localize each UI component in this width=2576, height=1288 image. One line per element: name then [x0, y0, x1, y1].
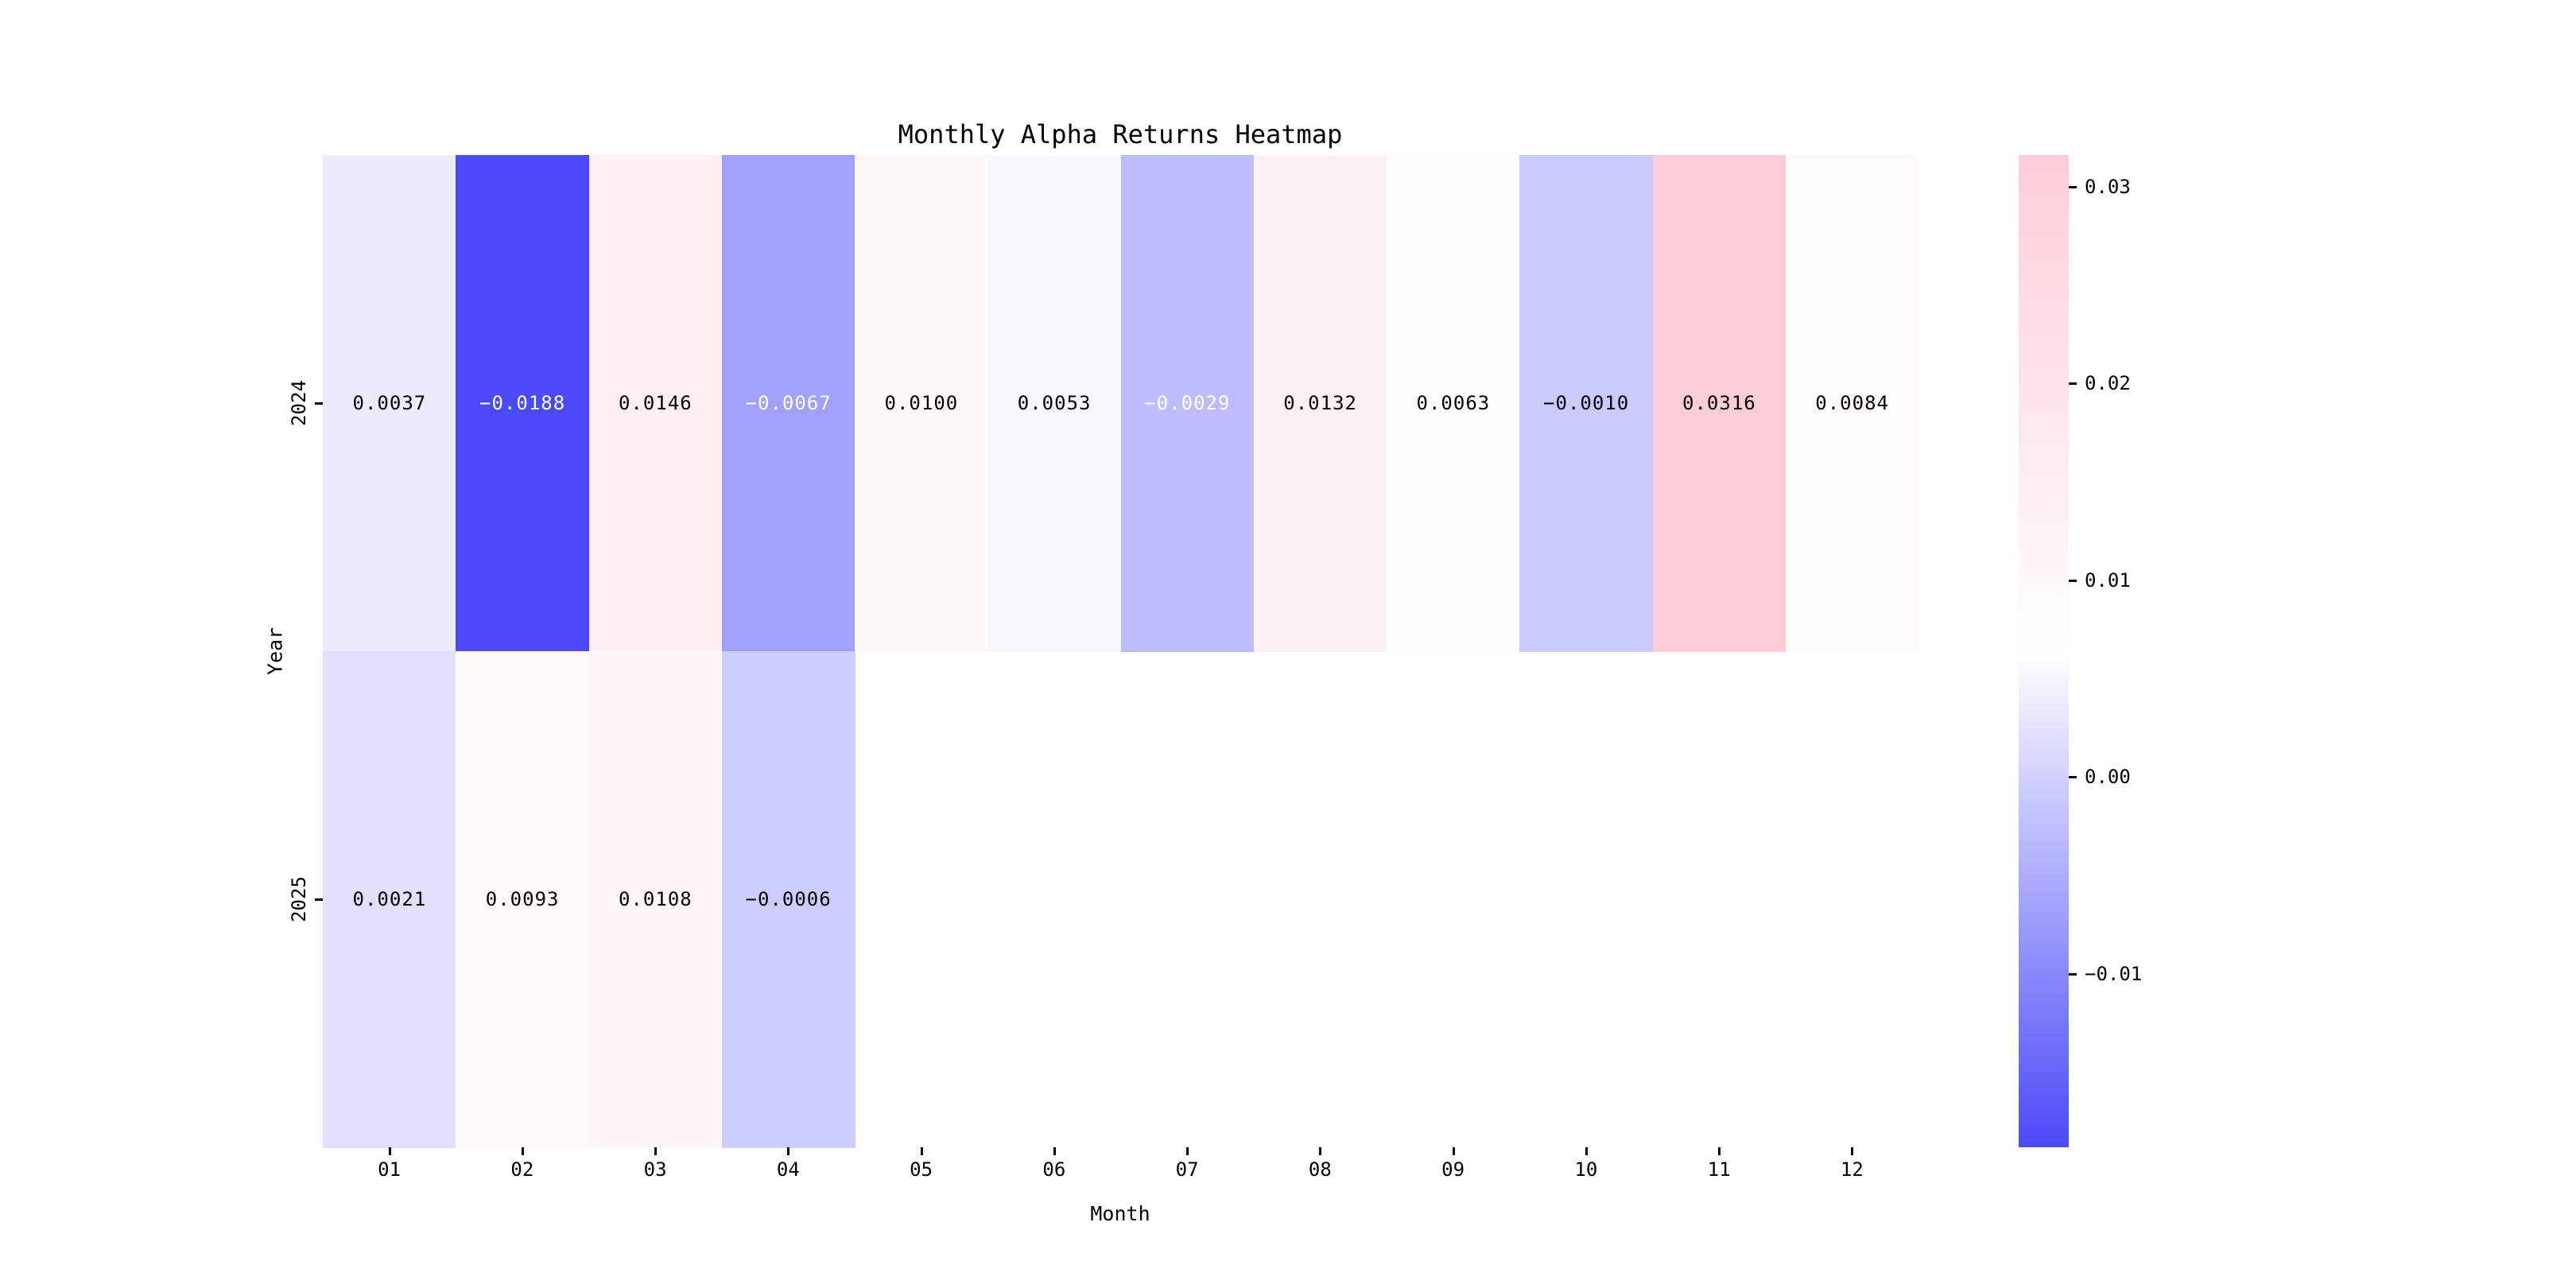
x-tick-mark	[654, 1147, 658, 1155]
heatmap-cell: −0.0006	[721, 651, 855, 1148]
heatmap-cell: 0.0021	[323, 651, 456, 1148]
x-tick-mark	[388, 1147, 391, 1155]
colorbar-tick-label: 0.03	[2085, 175, 2131, 198]
cell-value-annotation: −0.0188	[479, 392, 566, 415]
colorbar	[2019, 155, 2069, 1147]
x-tick-label: 03	[643, 1158, 667, 1181]
heatmap-cell: 0.0053	[987, 155, 1121, 652]
x-tick-label: 06	[1042, 1158, 1066, 1181]
heatmap-cell: 0.0146	[588, 155, 723, 652]
x-tick-label: 08	[1308, 1158, 1332, 1181]
cell-value-annotation: 0.0053	[1017, 392, 1092, 415]
cell-value-annotation: 0.0093	[485, 888, 560, 911]
cell-value-annotation: 0.0037	[352, 392, 427, 415]
colorbar-tick-label: 0.02	[2085, 372, 2131, 395]
x-tick-label: 10	[1574, 1158, 1598, 1181]
cell-value-annotation: 0.0146	[619, 392, 692, 415]
x-tick-mark	[1718, 1147, 1721, 1155]
chart-title: Monthly Alpha Returns Heatmap	[898, 119, 1343, 149]
cell-value-annotation: −0.0006	[745, 888, 832, 911]
heatmap-cell: −0.0188	[456, 155, 589, 652]
heatmap-cell: −0.0067	[721, 155, 855, 652]
heatmap-grid: 0.0037 −0.0188 0.0146 −0.0067 0.0100 0.0053 −0…	[323, 155, 1919, 1148]
x-tick-mark	[1053, 1147, 1056, 1155]
cell-value-annotation: 0.0108	[619, 888, 692, 911]
heatmap-cell: 0.0100	[855, 155, 988, 652]
colorbar-tick-mark	[2069, 185, 2077, 188]
cell-value-annotation: −0.0010	[1543, 392, 1630, 415]
cell-value-annotation: 0.0316	[1682, 392, 1756, 415]
heatmap-cell: 0.0093	[456, 651, 589, 1148]
cell-value-annotation: 0.0100	[884, 392, 959, 415]
cell-value-annotation: 0.0021	[352, 888, 427, 911]
colorbar-tick-label: 0.00	[2085, 766, 2131, 789]
x-tick-mark	[521, 1147, 524, 1155]
x-tick-label: 12	[1840, 1158, 1864, 1181]
x-tick-label: 09	[1441, 1158, 1465, 1181]
y-tick-label: 2025	[288, 876, 310, 922]
x-tick-label: 04	[776, 1158, 800, 1181]
heatmap-cell: −0.0010	[1519, 155, 1653, 652]
heatmap-cell: 0.0037	[323, 155, 456, 652]
colorbar-tick-mark	[2069, 973, 2077, 976]
x-tick-mark	[920, 1147, 923, 1155]
colorbar-tick-mark	[2069, 382, 2077, 386]
heatmap-cell: −0.0029	[1120, 155, 1255, 652]
colorbar-tick-label: 0.01	[2085, 568, 2131, 592]
colorbar-tick-mark	[2069, 776, 2077, 779]
x-tick-label: 05	[910, 1158, 933, 1181]
cell-value-annotation: −0.0067	[745, 392, 832, 415]
heatmap-cell: 0.0316	[1652, 155, 1787, 652]
y-tick-mark	[315, 402, 323, 405]
x-tick-label: 11	[1707, 1158, 1731, 1181]
colorbar-tick-label: −0.01	[2085, 963, 2143, 986]
heatmap-cell: 0.0108	[588, 651, 723, 1148]
x-tick-mark	[1851, 1147, 1854, 1155]
x-tick-mark	[1319, 1147, 1322, 1155]
x-tick-label: 07	[1175, 1158, 1199, 1181]
y-tick-mark	[315, 898, 323, 901]
heatmap-cell: 0.0084	[1785, 155, 1919, 652]
y-tick-label: 2024	[288, 380, 310, 426]
x-tick-label: 01	[378, 1158, 402, 1181]
heatmap-cell: 0.0063	[1387, 155, 1520, 652]
x-tick-mark	[1452, 1147, 1455, 1155]
cell-value-annotation: −0.0029	[1144, 392, 1231, 415]
cell-value-annotation: 0.0084	[1815, 392, 1889, 415]
cell-value-annotation: 0.0063	[1416, 392, 1491, 415]
x-tick-label: 02	[510, 1158, 534, 1181]
x-tick-mark	[787, 1147, 790, 1155]
y-axis-label: Year	[263, 627, 287, 676]
x-tick-mark	[1585, 1147, 1588, 1155]
x-axis-label: Month	[1090, 1202, 1150, 1225]
cell-value-annotation: 0.0132	[1283, 392, 1357, 415]
heatmap-cell: 0.0132	[1253, 155, 1387, 652]
x-tick-mark	[1186, 1147, 1189, 1155]
colorbar-tick-mark	[2069, 579, 2077, 582]
